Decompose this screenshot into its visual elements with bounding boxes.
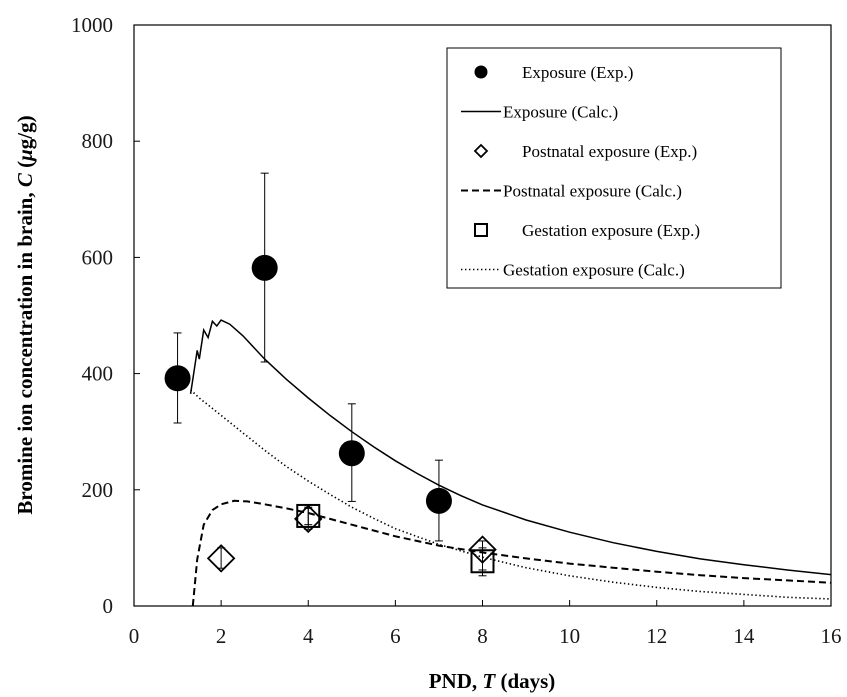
x-axis: 0 2 4 6 8 10 12 14 16 [129, 600, 842, 648]
marker-filled-circle [251, 254, 278, 281]
legend-marker [473, 143, 489, 159]
legend-item: Postnatal exposure (Exp.) [473, 142, 697, 161]
marker-filled-circle [164, 365, 191, 392]
marker-filled-circle [425, 487, 452, 514]
y-axis: 0 200 400 600 800 1000 [71, 13, 140, 618]
data-point [293, 504, 323, 534]
y-tick-label: 200 [82, 478, 114, 502]
y-tick-label: 1000 [71, 13, 113, 37]
series-line-1 [189, 319, 832, 576]
legend-label: Gestation exposure (Calc.) [503, 261, 685, 280]
data-point [338, 403, 365, 502]
legend-item: Gestation exposure (Exp.) [474, 221, 700, 240]
y-axis-title: Bromine ion concentration in brain, C (μ… [13, 115, 37, 514]
legend: Exposure (Exp.) Exposure (Calc.) Postnatal… [446, 47, 782, 289]
legend-label: Exposure (Exp.) [522, 63, 633, 82]
legend-items: Exposure (Exp.) Exposure (Calc.) Postnatal… [461, 63, 700, 280]
legend-item: Gestation exposure (Calc.) [461, 261, 685, 280]
legend-label: Exposure (Calc.) [503, 103, 618, 122]
data-point [251, 172, 278, 363]
y-tick-label: 800 [82, 129, 114, 153]
marker-open-diamond [206, 544, 236, 573]
series-line-3 [191, 499, 832, 607]
marker-open-diamond [468, 535, 497, 564]
legend-box [446, 47, 782, 289]
series-layer [164, 172, 832, 607]
marker-open-diamond [293, 504, 323, 534]
data-point [164, 332, 191, 424]
x-tick-label: 6 [390, 624, 401, 648]
y-tick-label: 600 [82, 245, 114, 269]
marker-filled-circle [338, 440, 365, 467]
legend-marker [474, 65, 488, 79]
legend-label: Postnatal exposure (Calc.) [503, 182, 682, 201]
legend-item: Exposure (Exp.) [474, 63, 633, 82]
x-tick-label: 10 [559, 624, 580, 648]
legend-label: Gestation exposure (Exp.) [522, 221, 700, 240]
legend-label: Postnatal exposure (Exp.) [522, 142, 697, 161]
y-tick-label: 400 [82, 362, 114, 386]
x-tick-label: 0 [129, 624, 140, 648]
x-tick-label: 12 [646, 624, 667, 648]
x-tick-label: 2 [216, 624, 227, 648]
series-line-5 [190, 389, 832, 600]
legend-item: Postnatal exposure (Calc.) [461, 182, 682, 201]
x-tick-label: 14 [733, 624, 755, 648]
data-point [468, 535, 497, 571]
x-tick-label: 4 [303, 624, 314, 648]
x-tick-label: 16 [821, 624, 842, 648]
legend-item: Exposure (Calc.) [461, 103, 618, 122]
x-tick-label: 8 [477, 624, 488, 648]
data-point [206, 544, 236, 573]
legend-marker [474, 223, 488, 237]
y-tick-label: 0 [103, 594, 114, 618]
x-axis-title: PND, T (days) [429, 669, 556, 693]
data-point [425, 459, 452, 542]
